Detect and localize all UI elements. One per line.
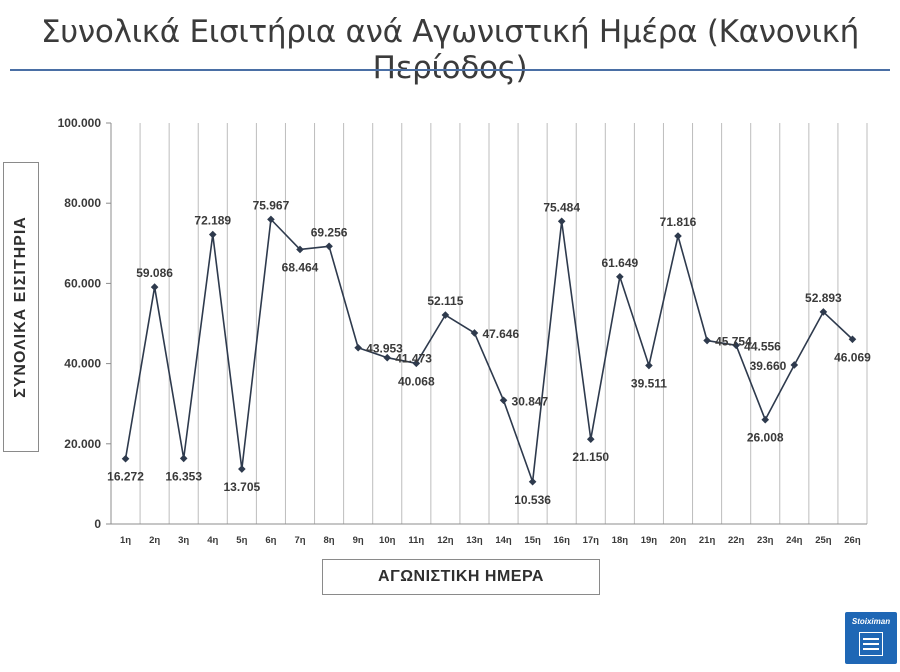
x-tick-label: 4η — [207, 535, 218, 546]
data-label: 44.556 — [744, 339, 781, 353]
title-divider — [10, 69, 890, 71]
data-label: 75.967 — [253, 198, 290, 212]
x-tick-label: 21η — [699, 535, 716, 546]
x-tick-label: 20η — [670, 535, 687, 546]
logo-card-icon — [859, 632, 883, 656]
data-point-marker — [412, 359, 421, 368]
data-label: 68.464 — [282, 260, 319, 274]
data-label: 52.115 — [427, 294, 463, 308]
x-tick-label: 17η — [583, 535, 600, 546]
data-point-marker — [179, 454, 188, 463]
y-tick-label: 40.000 — [64, 357, 101, 371]
data-point-marker — [296, 245, 304, 254]
data-label: 59.086 — [136, 266, 173, 280]
data-point-marker — [470, 329, 479, 337]
x-tick-label: 9η — [353, 535, 364, 546]
data-point-marker — [848, 335, 857, 344]
data-point-marker — [616, 272, 624, 281]
x-tick-label: 2η — [149, 535, 160, 546]
data-point-marker — [383, 353, 392, 362]
stoiximan-logo: Stoiximan — [845, 612, 897, 664]
data-label: 39.511 — [631, 377, 667, 391]
x-tick-label: 16η — [554, 535, 571, 546]
data-point-marker — [645, 361, 653, 370]
x-axis-label: ΑΓΩΝΙΣΤΙΚΗ ΗΜΕΡΑ — [378, 568, 544, 585]
x-tick-label: 25η — [815, 535, 832, 546]
x-tick-label: 7η — [294, 535, 305, 546]
x-tick-label: 23η — [757, 535, 774, 546]
x-tick-label: 3η — [178, 535, 189, 546]
y-tick-label: 0 — [94, 517, 101, 531]
x-tick-label: 11η — [408, 535, 424, 546]
data-label: 16.353 — [165, 469, 202, 483]
data-label: 61.649 — [601, 256, 638, 270]
data-label: 43.953 — [366, 342, 403, 356]
y-tick-label: 100.000 — [58, 116, 102, 130]
x-tick-label: 19η — [641, 535, 658, 546]
data-point-marker — [267, 215, 275, 224]
x-tick-label: 22η — [728, 535, 745, 546]
data-label: 30.847 — [512, 394, 549, 408]
data-label: 45.754 — [715, 335, 752, 349]
x-tick-label: 18η — [612, 535, 629, 546]
data-label: 21.150 — [572, 450, 609, 464]
x-tick-label: 12η — [437, 535, 454, 546]
data-label: 41.473 — [395, 352, 432, 366]
data-point-marker — [499, 396, 508, 405]
y-tick-label: 80.000 — [64, 196, 101, 210]
y-tick-label: 20.000 — [64, 437, 101, 451]
data-point-marker — [121, 454, 130, 463]
data-label: 47.646 — [482, 327, 519, 341]
data-label: 72.189 — [194, 214, 231, 228]
chart-title: Συνολικά Εισιτήρια ανά Αγωνιστική Ημέρα … — [40, 14, 860, 86]
data-label: 26.008 — [747, 431, 784, 445]
x-tick-label: 10η — [379, 535, 396, 546]
data-label: 71.816 — [660, 215, 697, 229]
x-tick-label: 13η — [466, 535, 483, 546]
y-tick-label: 60.000 — [64, 276, 101, 290]
data-label: 16.272 — [107, 470, 144, 484]
data-point-marker — [354, 343, 362, 352]
data-label: 46.069 — [834, 350, 871, 364]
data-point-marker — [761, 415, 770, 424]
data-point-marker — [586, 435, 595, 443]
data-point-marker — [732, 341, 740, 350]
x-tick-label: 6η — [265, 535, 276, 546]
data-point-marker — [238, 465, 246, 473]
x-tick-label: 24η — [786, 535, 803, 546]
y-axis-label-box — [3, 162, 39, 452]
x-axis-label-box: ΑΓΩΝΙΣΤΙΚΗ ΗΜΕΡΑ — [322, 559, 600, 595]
data-point-marker — [790, 361, 799, 369]
data-point-marker — [208, 230, 217, 239]
data-label: 69.256 — [311, 225, 348, 239]
data-point-marker — [150, 283, 159, 291]
data-label: 52.893 — [805, 291, 842, 305]
data-label: 13.705 — [223, 480, 260, 494]
data-label: 39.660 — [750, 359, 787, 373]
series-line — [124, 218, 854, 483]
data-point-marker — [703, 336, 711, 345]
data-point-marker — [557, 217, 566, 226]
data-label: 40.068 — [398, 374, 435, 388]
data-point-marker — [441, 311, 450, 319]
x-tick-label: 14η — [495, 535, 512, 546]
data-point-marker — [674, 232, 682, 240]
logo-wordmark: Stoiximan — [851, 617, 891, 626]
data-point-marker — [528, 477, 537, 486]
data-point-marker — [325, 242, 333, 251]
x-tick-label: 1η — [120, 535, 131, 546]
data-label: 10.536 — [514, 493, 551, 507]
x-tick-label: 5η — [236, 535, 247, 546]
x-tick-label: 8η — [324, 535, 335, 546]
data-point-marker — [819, 308, 828, 316]
data-label: 75.484 — [543, 200, 580, 214]
x-tick-label: 26η — [844, 535, 861, 546]
x-tick-label: 15η — [524, 535, 541, 546]
